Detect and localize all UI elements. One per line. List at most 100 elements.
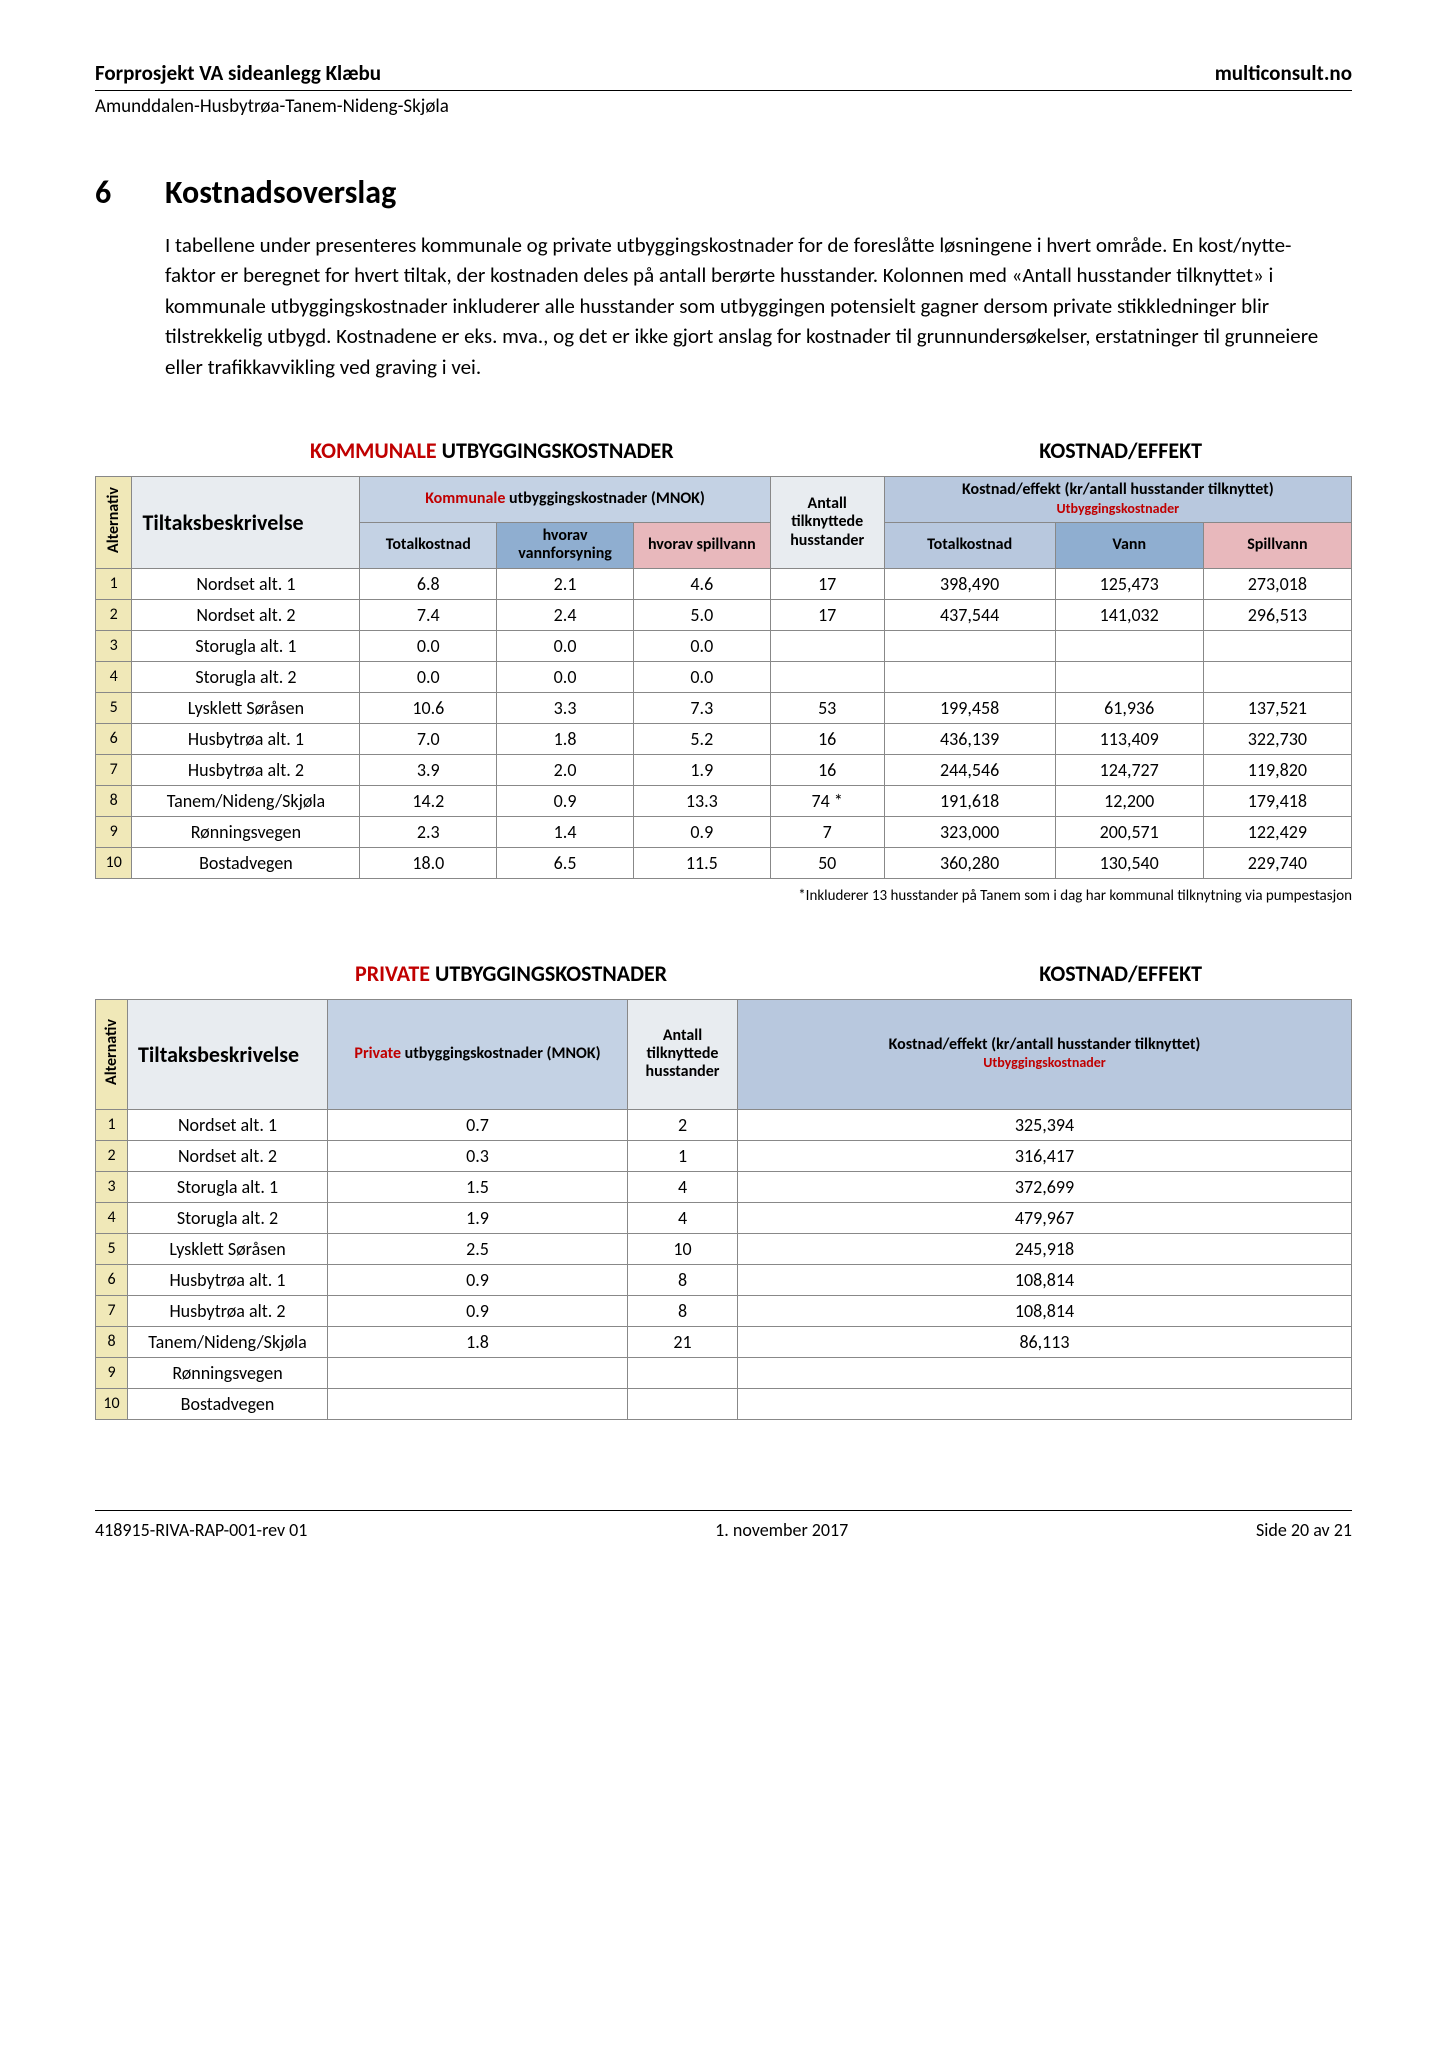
row-num: 9 — [96, 1357, 128, 1388]
table1-heading-red: KOMMUNALE — [310, 437, 437, 464]
row-desc: Nordset alt. 2 — [132, 599, 360, 630]
table1-heading-right: KOSTNAD/EFFEKT — [1039, 437, 1202, 464]
cell-eff-spill: 179,418 — [1203, 785, 1351, 816]
cell-antall: 8 — [628, 1264, 738, 1295]
cell-eff-vann: 200,571 — [1055, 816, 1203, 847]
cell-antall: 21 — [628, 1326, 738, 1357]
col-effekt-top: Kostnad/effekt (kr/antall husstander til… — [884, 477, 1351, 523]
table2-heading-right: KOSTNAD/EFFEKT — [1039, 960, 1202, 987]
cell-private — [328, 1357, 628, 1388]
col-eff-spill: Spillvann — [1203, 522, 1351, 568]
row-desc: Husbytrøa alt. 2 — [132, 754, 360, 785]
cell-eff-total — [884, 630, 1055, 661]
cell-eff-total: 437,544 — [884, 599, 1055, 630]
col-antall-2: Antall tilknyttede husstander — [628, 999, 738, 1109]
cell-eff-vann: 130,540 — [1055, 847, 1203, 878]
page-footer: 418915-RIVA-RAP-001-rev 01 1. november 2… — [95, 1510, 1352, 1541]
table2-heading-red: PRIVATE — [355, 960, 430, 987]
cell-spill: 13.3 — [633, 785, 770, 816]
cell-eff-vann — [1055, 630, 1203, 661]
cell-eff-spill: 137,521 — [1203, 692, 1351, 723]
row-num: 2 — [96, 1140, 128, 1171]
table-kommunale: Alternativ Tiltaksbeskrivelse Kommunale … — [95, 476, 1352, 879]
cell-spill: 0.9 — [633, 816, 770, 847]
row-desc: Nordset alt. 1 — [128, 1109, 328, 1140]
table-row: 6Husbytrøa alt. 10.98108,814 — [96, 1264, 1352, 1295]
row-desc: Storugla alt. 2 — [132, 661, 360, 692]
cell-eff-vann: 12,200 — [1055, 785, 1203, 816]
col-eff-vann: Vann — [1055, 522, 1203, 568]
col-tiltaksbeskrivelse: Tiltaksbeskrivelse — [132, 477, 360, 569]
table1-heading: KOMMUNALE UTBYGGINGSKOSTNADER KOSTNAD/EF… — [95, 437, 1352, 464]
cell-private: 0.9 — [328, 1295, 628, 1326]
cell-total: 6.8 — [360, 568, 497, 599]
row-num: 1 — [96, 1109, 128, 1140]
col-antall: Antall tilknyttede husstander — [770, 477, 884, 569]
cell-eff-spill: 122,429 — [1203, 816, 1351, 847]
col-private-top: Private utbyggingskostnader (MNOK) — [328, 999, 628, 1109]
table-row: 2Nordset alt. 27.42.45.017437,544141,032… — [96, 599, 1352, 630]
footer-left: 418915-RIVA-RAP-001-rev 01 — [95, 1519, 307, 1541]
row-desc: Husbytrøa alt. 1 — [128, 1264, 328, 1295]
col-kommunale-top: Kommunale utbyggingskostnader (MNOK) — [360, 477, 770, 523]
cell-eff-spill: 322,730 — [1203, 723, 1351, 754]
cell-vannf: 6.5 — [497, 847, 634, 878]
cell-total: 3.9 — [360, 754, 497, 785]
row-num: 10 — [96, 1388, 128, 1419]
table-row: 9Rønningsvegen2.31.40.97323,000200,57112… — [96, 816, 1352, 847]
row-desc: Storugla alt. 2 — [128, 1202, 328, 1233]
table-row: 4Storugla alt. 20.00.00.0 — [96, 661, 1352, 692]
cell-private: 1.8 — [328, 1326, 628, 1357]
row-num: 5 — [96, 1233, 128, 1264]
cell-antall: 8 — [628, 1295, 738, 1326]
cell-antall: 53 — [770, 692, 884, 723]
row-desc: Rønningsvegen — [132, 816, 360, 847]
cell-antall: 1 — [628, 1140, 738, 1171]
table-row: 7Husbytrøa alt. 23.92.01.916244,546124,7… — [96, 754, 1352, 785]
page-header: Forprosjekt VA sideanlegg Klæbu multicon… — [95, 60, 1352, 91]
cell-antall: 4 — [628, 1171, 738, 1202]
table-row: 5Lysklett Søråsen2.510245,918 — [96, 1233, 1352, 1264]
section-paragraph: I tabellene under presenteres kommunale … — [165, 230, 1335, 382]
cell-antall: 4 — [628, 1202, 738, 1233]
table-row: 10Bostadvegen — [96, 1388, 1352, 1419]
cell-eff-spill — [1203, 661, 1351, 692]
table2-heading: PRIVATE UTBYGGINGSKOSTNADER KOSTNAD/EFFE… — [95, 960, 1352, 987]
row-num: 3 — [96, 1171, 128, 1202]
cell-total: 2.3 — [360, 816, 497, 847]
section-title: Kostnadsoverslag — [165, 173, 396, 212]
header-left: Forprosjekt VA sideanlegg Klæbu — [95, 60, 381, 86]
row-num: 3 — [96, 630, 132, 661]
cell-eff-total: 199,458 — [884, 692, 1055, 723]
row-desc: Tanem/Nideng/Skjøla — [132, 785, 360, 816]
cell-effekt: 245,918 — [738, 1233, 1352, 1264]
footer-right: Side 20 av 21 — [1256, 1519, 1352, 1541]
cell-vannf: 2.0 — [497, 754, 634, 785]
table-row: 10Bostadvegen18.06.511.550360,280130,540… — [96, 847, 1352, 878]
cell-eff-total — [884, 661, 1055, 692]
row-desc: Bostadvegen — [132, 847, 360, 878]
table-private: Alternativ Tiltaksbeskrivelse Private ut… — [95, 999, 1352, 1420]
cell-eff-spill: 229,740 — [1203, 847, 1351, 878]
row-desc: Lysklett Søråsen — [132, 692, 360, 723]
table-row: 5Lysklett Søråsen10.63.37.353199,45861,9… — [96, 692, 1352, 723]
cell-eff-vann: 61,936 — [1055, 692, 1203, 723]
table-row: 3Storugla alt. 11.54372,699 — [96, 1171, 1352, 1202]
section-number: 6 — [95, 173, 165, 212]
row-num: 7 — [96, 754, 132, 785]
cell-private: 2.5 — [328, 1233, 628, 1264]
row-desc: Husbytrøa alt. 2 — [128, 1295, 328, 1326]
header-subline: Amunddalen-Husbytrøa-Tanem-Nideng-Skjøla — [95, 95, 1352, 118]
cell-antall: 16 — [770, 754, 884, 785]
row-num: 9 — [96, 816, 132, 847]
row-desc: Tanem/Nideng/Skjøla — [128, 1326, 328, 1357]
cell-antall: 7 — [770, 816, 884, 847]
table1-heading-rest: UTBYGGINGSKOSTNADER — [437, 437, 674, 464]
cell-vannf: 3.3 — [497, 692, 634, 723]
cell-private: 1.5 — [328, 1171, 628, 1202]
cell-eff-vann: 141,032 — [1055, 599, 1203, 630]
row-desc: Husbytrøa alt. 1 — [132, 723, 360, 754]
cell-eff-total: 191,618 — [884, 785, 1055, 816]
cell-eff-total: 436,139 — [884, 723, 1055, 754]
cell-effekt: 86,113 — [738, 1326, 1352, 1357]
